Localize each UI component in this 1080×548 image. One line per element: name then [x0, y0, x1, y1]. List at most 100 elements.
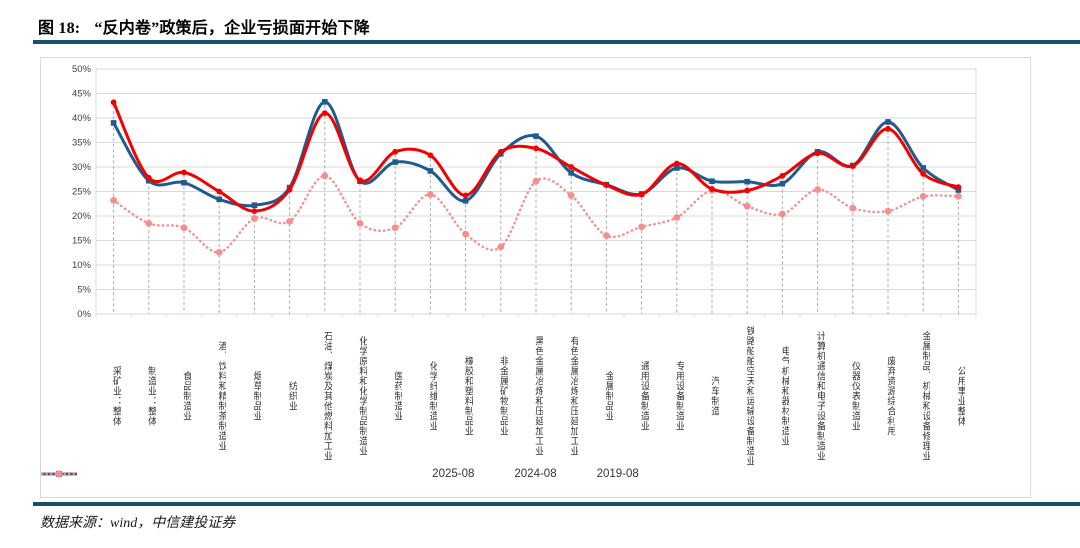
- data-point-2025-08: [885, 125, 891, 132]
- chart-frame: 0% 5% 10% 15% 20% 25% 30% 35% 40% 45% 50% 采矿业：整体 制造…: [40, 57, 1031, 498]
- data-point-2019-08: [814, 186, 821, 193]
- y-tick-label: 20%: [72, 211, 92, 222]
- legend-swatch-icon: [41, 470, 77, 478]
- y-tick-label: 50%: [72, 64, 92, 75]
- top-divider-rule: [33, 40, 1080, 44]
- data-point-2025-08: [392, 148, 399, 155]
- data-point-2025-08: [110, 99, 117, 106]
- data-point-2025-08: [779, 172, 786, 179]
- data-point-2024-08: [427, 168, 434, 174]
- data-point-2019-08: [919, 193, 927, 200]
- data-point-2025-08: [955, 184, 962, 190]
- data-point-2024-08: [709, 178, 715, 185]
- y-tick-label: 5%: [77, 285, 91, 296]
- data-point-2025-08: [920, 170, 927, 177]
- chart-legend: 2025-08 2024-08 2019-08: [41, 468, 1030, 480]
- data-point-2025-08: [709, 186, 715, 192]
- legend-item-2024-08: 2024-08: [41, 468, 557, 480]
- data-point-2024-08: [322, 99, 328, 105]
- data-point-2025-08: [357, 177, 363, 184]
- data-point-2019-08: [391, 224, 399, 232]
- line-chart-canvas: 0% 5% 10% 15% 20% 25% 30% 35% 40% 45% 50%: [72, 64, 977, 320]
- y-tick-label: 35%: [72, 138, 92, 149]
- data-point-2019-08: [356, 219, 364, 227]
- data-point-2024-08: [674, 165, 680, 171]
- series-2025-08: [110, 99, 962, 215]
- data-point-2019-08: [638, 223, 645, 231]
- data-point-2024-08: [462, 198, 469, 204]
- data-point-2024-08: [568, 170, 574, 176]
- data-point-2024-08: [392, 159, 398, 165]
- figure-title: 图 18: “反内卷”政策后，企业亏损面开始下降: [38, 14, 370, 38]
- data-point-2025-08: [286, 186, 293, 193]
- data-point-2019-08: [427, 191, 434, 198]
- y-tick-label: 15%: [72, 236, 92, 247]
- data-point-2019-08: [955, 193, 962, 200]
- data-point-2024-08: [110, 120, 117, 126]
- data-point-2025-08: [568, 164, 575, 170]
- data-point-2025-08: [533, 145, 539, 152]
- data-point-2025-08: [849, 163, 856, 169]
- data-point-2025-08: [216, 188, 223, 195]
- series-2019-08: [110, 172, 962, 256]
- figure-title-text: “反内卷”政策后，企业亏损面开始下降: [94, 20, 370, 37]
- data-point-2019-08: [603, 232, 610, 240]
- data-point-2024-08: [146, 177, 152, 184]
- data-point-2024-08: [779, 180, 786, 187]
- data-point-2019-08: [251, 215, 258, 222]
- bottom-divider-rule: [33, 502, 1080, 506]
- y-tick-label: 10%: [72, 260, 92, 271]
- data-point-2024-08: [955, 187, 962, 193]
- y-tick-label: 25%: [72, 187, 92, 198]
- data-point-2024-08: [885, 119, 891, 125]
- data-point-2024-08: [181, 179, 187, 186]
- data-point-2019-08: [779, 210, 786, 218]
- data-point-2025-08: [814, 150, 821, 157]
- data-point-2019-08: [532, 177, 540, 185]
- data-point-2019-08: [497, 243, 505, 251]
- y-tick-label: 30%: [72, 162, 92, 173]
- data-point-2025-08: [638, 191, 645, 198]
- legend-label: 2024-08: [514, 468, 557, 480]
- data-point-2025-08: [251, 208, 258, 215]
- data-point-2024-08: [216, 196, 222, 203]
- data-point-2024-08: [533, 133, 539, 139]
- data-point-2025-08: [321, 110, 328, 116]
- data-point-2025-08: [462, 192, 469, 199]
- x-axis-ticks: [95, 314, 977, 317]
- data-source-note: 数据来源：wind，中信建投证券: [40, 516, 236, 531]
- data-point-2025-08: [603, 182, 610, 189]
- y-axis-tick-labels: 0% 5% 10% 15% 20% 25% 30% 35% 40% 45% 50%: [72, 64, 92, 320]
- data-point-2024-08: [251, 202, 258, 209]
- legend-label: 2025-08: [432, 468, 475, 480]
- data-point-2025-08: [497, 148, 504, 155]
- data-point-2019-08: [321, 172, 329, 180]
- data-point-2025-08: [181, 169, 187, 176]
- data-point-2024-08: [744, 178, 750, 185]
- figure-label: 图 18:: [38, 20, 81, 37]
- legend-item-2019-08: 2019-08: [41, 468, 639, 480]
- data-point-2019-08: [286, 217, 293, 225]
- data-point-2019-08: [673, 214, 681, 221]
- data-point-2019-08: [567, 192, 575, 199]
- legend-label: 2019-08: [596, 468, 639, 480]
- data-point-2019-08: [884, 207, 892, 215]
- y-tick-label: 0%: [77, 309, 91, 320]
- data-point-2019-08: [215, 248, 223, 256]
- y-tick-label: 40%: [72, 113, 92, 124]
- data-point-2019-08: [145, 219, 153, 227]
- data-point-2025-08: [145, 174, 152, 181]
- data-point-2019-08: [462, 230, 469, 238]
- data-point-2024-08: [920, 165, 926, 171]
- data-point-2025-08: [673, 160, 680, 167]
- data-point-2025-08: [744, 187, 751, 194]
- data-point-2025-08: [427, 152, 434, 159]
- plot-border: [95, 68, 977, 315]
- y-tick-label: 45%: [72, 89, 92, 100]
- data-point-2019-08: [743, 202, 751, 210]
- legend-item-2025-08: 2025-08: [41, 468, 475, 480]
- data-point-2019-08: [849, 204, 857, 212]
- data-point-2019-08: [180, 224, 188, 232]
- data-point-2019-08: [110, 196, 117, 204]
